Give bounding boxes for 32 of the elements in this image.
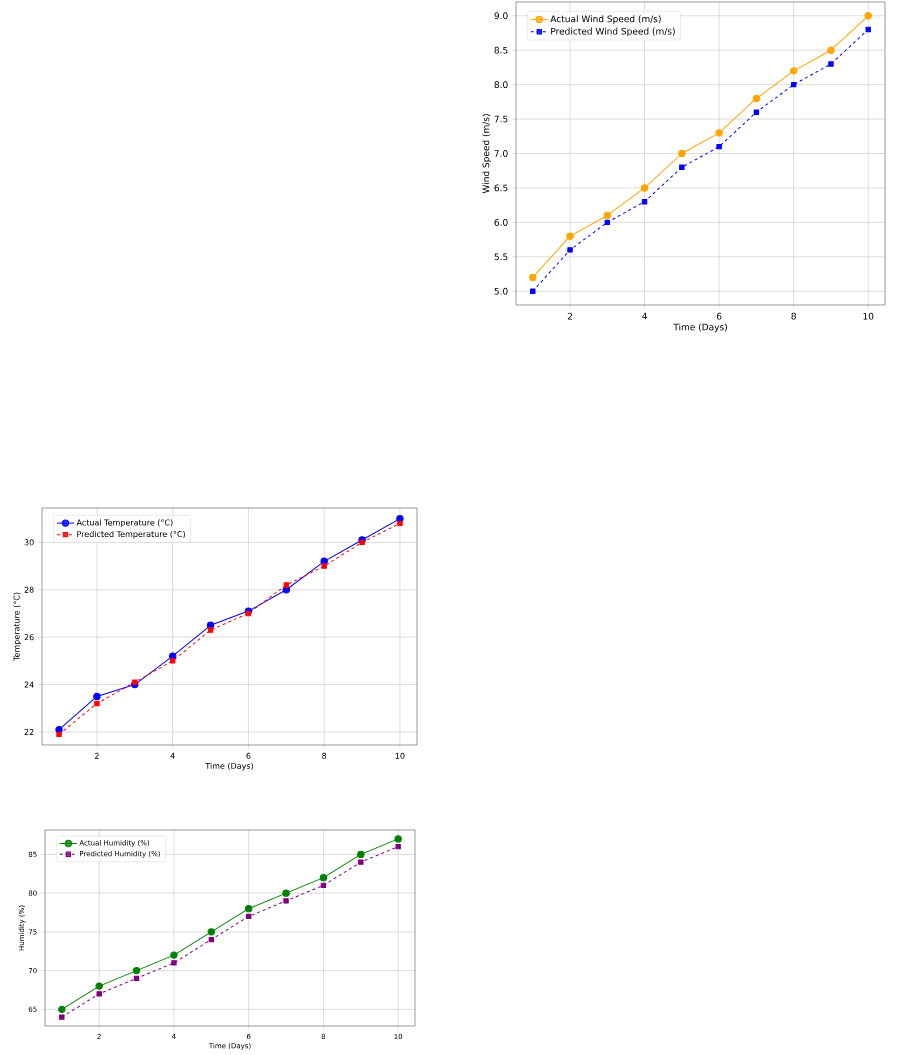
- legend-label: Predicted Wind Speed (m/s): [551, 27, 675, 37]
- y-axis-title: Temperature (°C): [13, 592, 22, 662]
- y-tick-label: 28: [24, 586, 34, 593]
- x-tick-label: 8: [322, 752, 327, 759]
- y-tick-label: 6.5: [494, 184, 508, 192]
- y-tick-label: 5.0: [494, 287, 508, 295]
- y-tick-label: 6.0: [494, 218, 508, 226]
- y-tick-label: 9.0: [494, 12, 508, 20]
- x-tick-label: 8: [791, 312, 796, 320]
- x-tick-label: 2: [94, 752, 99, 759]
- y-tick-label: 22: [24, 728, 34, 735]
- legend-label: Actual Temperature (°C): [76, 519, 173, 528]
- y-tick-label: 26: [24, 634, 34, 641]
- y-tick-label: 24: [24, 681, 34, 688]
- x-axis-title: Time (Days): [205, 762, 253, 771]
- y-tick-label: 30: [24, 539, 34, 546]
- x-tick-label: 6: [716, 312, 722, 320]
- y-tick-label: 7.5: [494, 115, 508, 123]
- y-tick-label: 8.5: [494, 46, 508, 54]
- y-tick-label: 7.0: [494, 150, 508, 157]
- y-axis-title: Wind Speed (m/s): [482, 114, 492, 194]
- legend-label: Predicted Temperature (°C): [77, 530, 185, 539]
- x-tick-label: 4: [170, 752, 175, 759]
- x-tick-label: 10: [395, 752, 405, 759]
- x-tick-label: 2: [567, 312, 573, 320]
- x-tick-label: 4: [642, 312, 647, 320]
- x-tick-label: 6: [246, 752, 251, 759]
- y-tick-label: 8.0: [494, 81, 508, 89]
- x-axis-title: Time (Days): [673, 323, 727, 333]
- x-tick-label: 10: [863, 312, 874, 320]
- legend-label: Actual Wind Speed (m/s): [550, 15, 661, 24]
- y-tick-label: 5.5: [494, 253, 508, 261]
